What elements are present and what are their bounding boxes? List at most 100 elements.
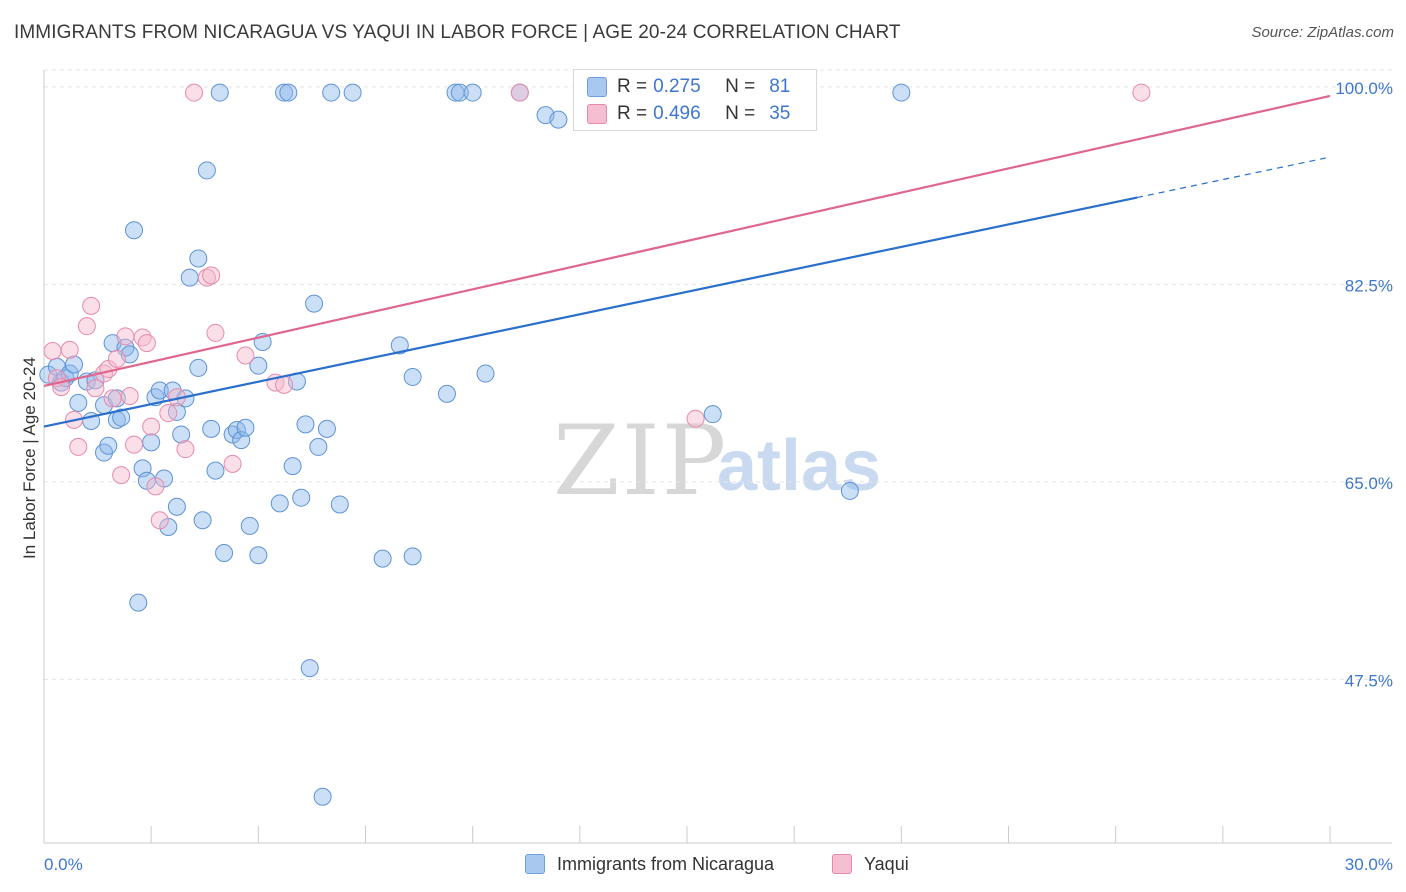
nicaragua-point	[403, 367, 422, 386]
legend-n-value-nicaragua: 81	[769, 76, 791, 97]
nicaragua-point	[240, 516, 259, 535]
yaqui-point	[176, 440, 195, 459]
x-tick-label-min: 0.0%	[44, 855, 83, 874]
yaqui-point	[275, 375, 294, 394]
source-label: Source: ZipAtlas.com	[1251, 24, 1394, 41]
yaqui-point	[159, 404, 178, 423]
nicaragua-point	[275, 83, 294, 102]
nicaragua-point	[279, 83, 298, 102]
yaqui-point	[69, 437, 88, 456]
y-tick-label: 65.0%	[1345, 474, 1393, 493]
nicaragua-point	[180, 268, 199, 287]
yaqui-point	[103, 389, 122, 408]
nicaragua-point	[167, 497, 186, 516]
nicaragua-point	[840, 481, 859, 500]
nicaragua-point	[206, 461, 225, 480]
nicaragua-point	[65, 355, 84, 374]
nicaragua-point	[197, 161, 216, 180]
nicaragua-point	[292, 488, 311, 507]
yaqui-trend-line	[43, 94, 1331, 388]
nicaragua-point	[305, 294, 324, 313]
nicaragua-point	[236, 418, 255, 437]
yaqui-point	[236, 346, 255, 365]
y-tick-label: 100.0%	[1335, 79, 1393, 98]
nicaragua-point	[450, 83, 469, 102]
legend-n-label: N =	[725, 76, 756, 97]
nicaragua-point	[69, 393, 88, 412]
nicaragua-point	[249, 356, 268, 375]
yaqui-point	[150, 511, 169, 530]
yaqui-point	[86, 379, 105, 398]
yaqui-point	[77, 317, 96, 336]
nicaragua-point	[330, 495, 349, 514]
yaqui-point	[146, 477, 165, 496]
bottom-legend-label-nicaragua: Immigrants from Nicaragua	[557, 853, 775, 874]
nicaragua-point	[193, 511, 212, 530]
nicaragua-point	[892, 83, 911, 102]
y-tick-label: 82.5%	[1345, 276, 1393, 295]
correlation-legend: R = 0.275 N = 81 R = 0.496 N = 35	[573, 69, 817, 131]
nicaragua-point	[703, 405, 722, 424]
yaqui-point	[120, 387, 139, 406]
yaqui-point	[107, 349, 126, 368]
yaqui-point	[60, 340, 79, 359]
yaqui-point	[125, 435, 144, 454]
nicaragua-point	[283, 457, 302, 476]
nicaragua-point	[437, 384, 456, 403]
yaqui-point	[116, 327, 135, 346]
nicaragua-point	[189, 358, 208, 377]
nicaragua-point	[150, 381, 169, 400]
nicaragua-point	[300, 659, 319, 678]
yaqui-point	[112, 466, 131, 485]
bottom-legend-label-yaqui: Yaqui	[864, 853, 909, 874]
yaqui-point	[1132, 83, 1151, 102]
yaqui-point	[43, 341, 62, 360]
bottom-legend-swatch-yaqui	[832, 854, 852, 874]
x-tick-label-max: 30.0%	[1345, 855, 1393, 874]
nicaragua-point	[549, 110, 568, 129]
chart-title: IMMIGRANTS FROM NICARAGUA VS YAQUI IN LA…	[14, 22, 901, 43]
nicaragua-point	[202, 419, 221, 438]
yaqui-point	[206, 323, 225, 342]
nicaragua-trend-line	[43, 196, 1138, 428]
yaqui-point	[686, 409, 705, 428]
nicaragua-point	[125, 221, 144, 240]
legend-row-nicaragua: R = 0.275 N = 81	[587, 74, 790, 100]
nicaragua-point	[142, 433, 161, 452]
nicaragua-point	[373, 549, 392, 568]
nicaragua-point	[215, 543, 234, 562]
yaqui-point	[137, 334, 156, 353]
legend-row-yaqui: R = 0.496 N = 35	[587, 101, 790, 127]
legend-r-label: R =	[617, 76, 648, 97]
nicaragua-point	[129, 593, 148, 612]
yaqui-point	[223, 454, 242, 473]
nicaragua-point	[210, 83, 229, 102]
yaqui-point	[142, 417, 161, 436]
nicaragua-point	[172, 425, 191, 444]
nicaragua-point	[476, 364, 495, 383]
nicaragua-point	[189, 249, 208, 268]
nicaragua-point	[322, 83, 341, 102]
bottom-legend-swatch-nicaragua	[525, 854, 545, 874]
nicaragua-point	[309, 437, 328, 456]
legend-swatch-nicaragua	[587, 77, 607, 97]
legend-n-value-yaqui: 35	[769, 103, 791, 124]
legend-r-value-nicaragua: 0.275	[653, 76, 701, 97]
yaqui-point	[82, 296, 101, 315]
legend-swatch-yaqui	[587, 104, 607, 124]
nicaragua-point	[99, 436, 118, 455]
legend-n-label: N =	[725, 103, 756, 124]
bottom-legend-nicaragua: Immigrants from Nicaragua	[525, 851, 774, 877]
nicaragua-point	[403, 547, 422, 566]
watermark-atlas: atlas	[717, 426, 882, 506]
yaqui-point	[185, 83, 204, 102]
bottom-legend-yaqui: Yaqui	[832, 851, 909, 877]
nicaragua-point	[390, 336, 409, 355]
nicaragua-point	[296, 415, 315, 434]
y-tick-label: 47.5%	[1345, 671, 1393, 690]
nicaragua-point	[317, 419, 336, 438]
legend-r-value-yaqui: 0.496	[653, 103, 701, 124]
nicaragua-point	[463, 83, 482, 102]
yaqui-point	[510, 83, 529, 102]
